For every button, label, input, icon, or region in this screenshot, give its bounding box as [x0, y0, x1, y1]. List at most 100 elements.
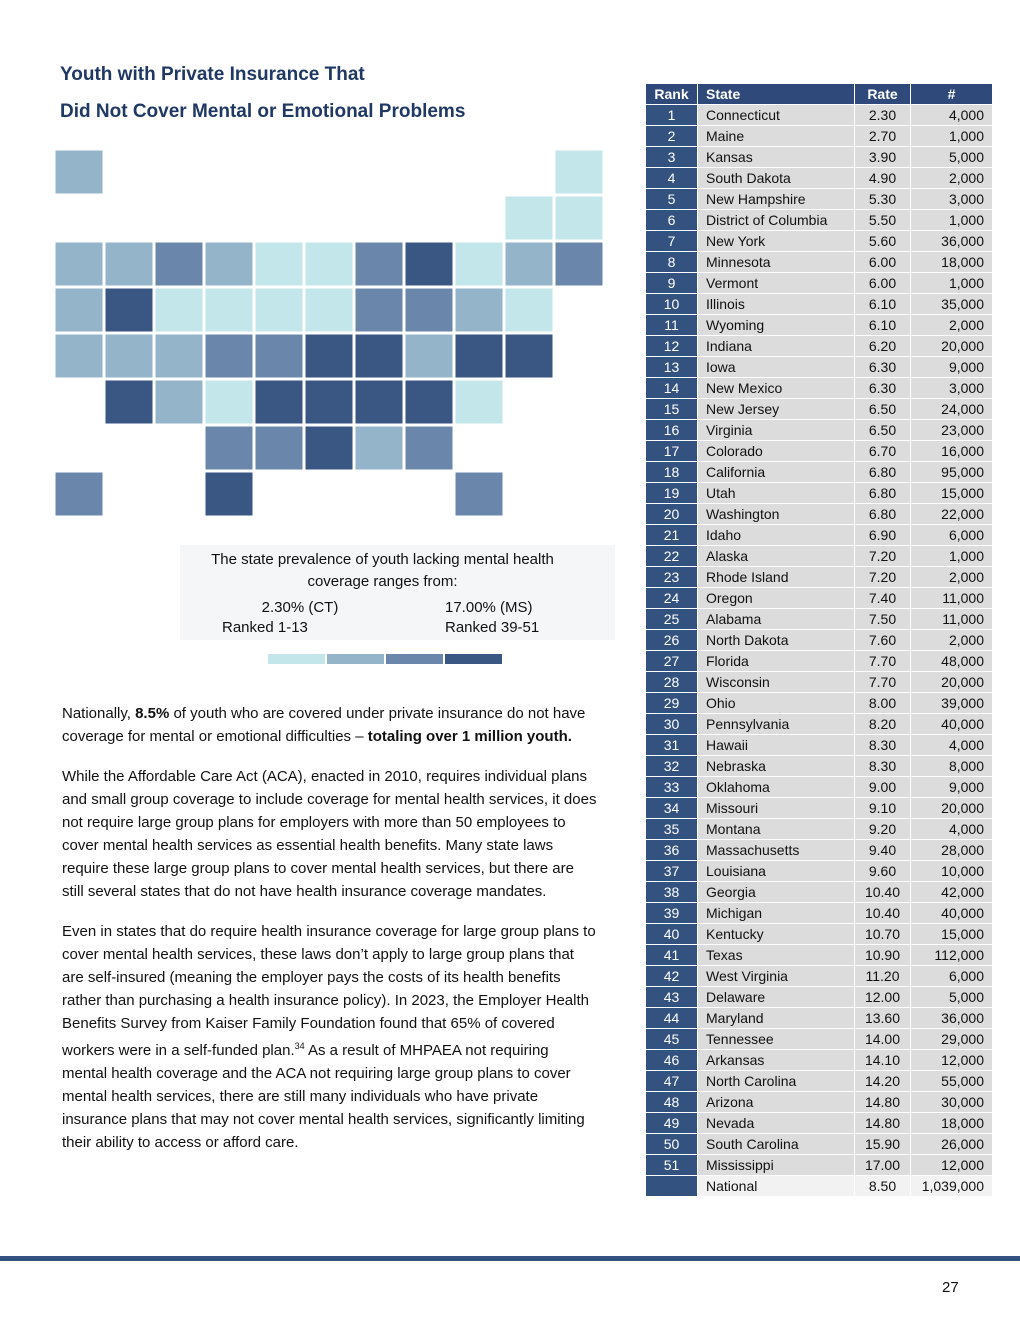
state-tile: [404, 241, 454, 287]
cell: 8.30: [854, 734, 911, 756]
table-row: 3 Kansas 3.90 5,000: [645, 146, 993, 168]
legend-swatch: [445, 654, 502, 664]
cell: 6.50: [854, 398, 911, 420]
cell: 7.40: [854, 587, 911, 609]
cell: 29: [645, 692, 698, 714]
state-tile: [154, 241, 204, 287]
table-row: 38 Georgia 10.40 42,000: [645, 881, 993, 903]
cell: 15,000: [910, 482, 993, 504]
cell: 17: [645, 440, 698, 462]
cell: 10,000: [910, 860, 993, 882]
cell: 10.90: [854, 944, 911, 966]
cell: New Mexico: [697, 377, 855, 399]
cell: Utah: [697, 482, 855, 504]
legend-swatch: [327, 654, 384, 664]
cell: Arkansas: [697, 1049, 855, 1071]
text-run: Even in states that do require health in…: [62, 923, 596, 1059]
cell: 7.20: [854, 545, 911, 567]
cell: Colorado: [697, 440, 855, 462]
header-cell: Rank: [645, 83, 698, 105]
cell: 10: [645, 293, 698, 315]
cell: 6.80: [854, 482, 911, 504]
cell: 4: [645, 167, 698, 189]
cell: 14.00: [854, 1028, 911, 1050]
cell: Rhode Island: [697, 566, 855, 588]
header-cell: State: [697, 83, 855, 105]
cell: South Dakota: [697, 167, 855, 189]
cell: 12: [645, 335, 698, 357]
state-tile: [554, 195, 604, 241]
text-run: While the Affordable Care Act (ACA), ena…: [62, 768, 597, 900]
map: [54, 149, 604, 517]
state-tile: [254, 379, 304, 425]
table-row: 27 Florida 7.70 48,000: [645, 650, 993, 672]
cell: 14: [645, 377, 698, 399]
ranking-table: Rank State Rate #1 Connecticut 2.30 4,000 2 Main…: [645, 83, 993, 1197]
cell: Mississippi: [697, 1154, 855, 1176]
paragraph: While the Affordable Care Act (ACA), ena…: [62, 765, 597, 903]
cell: 5.50: [854, 209, 911, 231]
table-row: 24 Oregon 7.40 11,000: [645, 587, 993, 609]
cell: Arizona: [697, 1091, 855, 1113]
cell: 2,000: [910, 629, 993, 651]
cell: Washington: [697, 503, 855, 525]
state-tile: [354, 425, 404, 471]
cell: 17.00: [854, 1154, 911, 1176]
cell: Georgia: [697, 881, 855, 903]
state-tile: [404, 333, 454, 379]
cell: 6.20: [854, 335, 911, 357]
state-tile: [54, 287, 104, 333]
cell: 6.80: [854, 461, 911, 483]
cell: 13.60: [854, 1007, 911, 1029]
cell: 7.50: [854, 608, 911, 630]
cell: 20,000: [910, 671, 993, 693]
cell: Montana: [697, 818, 855, 840]
state-tile: [504, 241, 554, 287]
high-rank: Ranked 39-51: [445, 619, 540, 636]
state-tile: [104, 241, 154, 287]
cell: 9.40: [854, 839, 911, 861]
cell: 36,000: [910, 1007, 993, 1029]
cell: Massachusetts: [697, 839, 855, 861]
state-tile: [254, 333, 304, 379]
cell: 6.00: [854, 272, 911, 294]
state-tile: [504, 287, 554, 333]
cell: 50: [645, 1133, 698, 1155]
cell: 9.10: [854, 797, 911, 819]
table-row: 15 New Jersey 6.50 24,000: [645, 398, 993, 420]
text-run: Nationally,: [62, 705, 136, 722]
table-row: 12 Indiana 6.20 20,000: [645, 335, 993, 357]
table-row: 7 New York 5.60 36,000: [645, 230, 993, 252]
state-tile: [304, 241, 354, 287]
cell: Oregon: [697, 587, 855, 609]
table-row: 11 Wyoming 6.10 2,000: [645, 314, 993, 336]
legend-swatch: [386, 654, 443, 664]
cell: 43: [645, 986, 698, 1008]
cell: 16: [645, 419, 698, 441]
cell: 11.20: [854, 965, 911, 987]
cell: 24,000: [910, 398, 993, 420]
table-row: 29 Ohio 8.00 39,000: [645, 692, 993, 714]
cell: 12,000: [910, 1154, 993, 1176]
cell: 8.20: [854, 713, 911, 735]
cell: 26: [645, 629, 698, 651]
paragraph: Even in states that do require health in…: [62, 920, 597, 1154]
cell: 5: [645, 188, 698, 210]
table-row: 28 Wisconsin 7.70 20,000: [645, 671, 993, 693]
cell: 15: [645, 398, 698, 420]
cell: 20,000: [910, 797, 993, 819]
table-row: 45 Tennessee 14.00 29,000: [645, 1028, 993, 1050]
cell: 4,000: [910, 104, 993, 126]
cell: 1: [645, 104, 698, 126]
state-tile: [504, 333, 554, 379]
cell: Idaho: [697, 524, 855, 546]
cell: 18,000: [910, 1112, 993, 1134]
cell: Illinois: [697, 293, 855, 315]
cell: 12.00: [854, 986, 911, 1008]
cell: 8.00: [854, 692, 911, 714]
table-row: 40 Kentucky 10.70 15,000: [645, 923, 993, 945]
cell: 44: [645, 1007, 698, 1029]
table-row: 26 North Dakota 7.60 2,000: [645, 629, 993, 651]
state-tile: [454, 333, 504, 379]
